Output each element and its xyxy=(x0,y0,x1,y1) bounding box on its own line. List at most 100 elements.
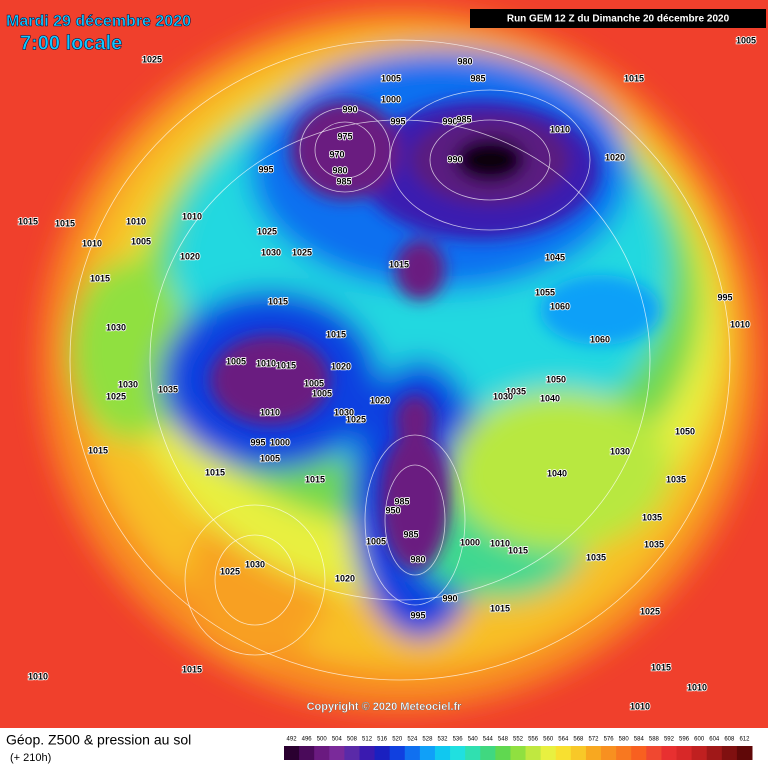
legend-swatch xyxy=(585,746,602,760)
isobar-label: 1025 xyxy=(142,54,162,64)
legend-label: 516 xyxy=(377,737,388,743)
legend-swatch xyxy=(344,746,360,760)
isobar-label: 1010 xyxy=(256,358,276,368)
legend-label: 528 xyxy=(422,737,433,743)
isobar-label: 1020 xyxy=(605,152,625,162)
isobar-label: 1015 xyxy=(389,259,409,269)
isobar-label: 985 xyxy=(336,176,351,186)
isobar-label: 1005 xyxy=(736,35,756,45)
isobar-label: 995 xyxy=(717,292,732,302)
legend-label: 584 xyxy=(634,737,645,743)
isobar-label: 1015 xyxy=(182,664,202,674)
isobar-label: 1010 xyxy=(126,216,146,226)
isobar-label: 1025 xyxy=(220,566,240,576)
legend-label: 520 xyxy=(392,737,403,743)
legend-label: 592 xyxy=(664,737,675,743)
isobar-label: 1000 xyxy=(270,437,290,447)
legend-swatch xyxy=(510,746,527,760)
legend-swatch xyxy=(706,746,723,760)
isobar-label: 1025 xyxy=(257,226,277,236)
legend-label: 504 xyxy=(332,737,343,743)
isobar-label: 1015 xyxy=(18,216,38,226)
isobar-label: 1015 xyxy=(276,360,296,370)
isobar-label: 1030 xyxy=(106,322,126,332)
isobar-label: 1035 xyxy=(586,552,606,562)
isobar-label: 1005 xyxy=(304,378,324,388)
isobar-label: 1010 xyxy=(550,124,570,134)
isobar-label: 995 xyxy=(390,116,405,126)
isobar-label: 1010 xyxy=(28,671,48,681)
legend-swatch xyxy=(480,746,496,760)
isobar-label: 995 xyxy=(258,164,273,174)
isobar-label: 1020 xyxy=(180,251,200,261)
isobar-label: 950 xyxy=(385,505,400,515)
field xyxy=(0,0,768,728)
isobar-label: 990 xyxy=(442,116,457,126)
legend-swatch xyxy=(359,746,376,760)
isobar-label: 1020 xyxy=(335,573,355,583)
legend-swatch xyxy=(389,746,406,760)
isobar-label: 1025 xyxy=(106,391,126,401)
isobar-label: 1015 xyxy=(490,603,510,613)
isobar-label: 980 xyxy=(332,165,347,175)
isobar-label: 1030 xyxy=(118,379,138,389)
isobar-label: 1025 xyxy=(346,414,366,424)
legend-swatch xyxy=(450,746,466,760)
legend-label: 564 xyxy=(558,737,569,743)
isobar-label: 1015 xyxy=(268,296,288,306)
isobar-label: 1015 xyxy=(624,73,644,83)
legend-label: 524 xyxy=(407,737,418,743)
isobar-label: 990 xyxy=(442,593,457,603)
isobar-label: 1025 xyxy=(640,606,660,616)
isobar-label: 1005 xyxy=(260,453,280,463)
legend-swatch xyxy=(495,746,511,760)
isobar-label: 1005 xyxy=(226,356,246,366)
legend-swatch xyxy=(465,746,481,760)
isobar-label: 1025 xyxy=(292,247,312,257)
legend-swatch xyxy=(555,746,572,760)
isobar-label: 985 xyxy=(403,529,418,539)
legend-swatch xyxy=(404,746,421,760)
legend-swatch xyxy=(570,746,587,760)
isobar-label: 1005 xyxy=(366,536,386,546)
isobar-label: 1035 xyxy=(642,512,662,522)
isobar-label: 1015 xyxy=(55,218,75,228)
isobar-label: 1005 xyxy=(381,73,401,83)
isobar-label: 990 xyxy=(342,104,357,114)
isobar-label: 1010 xyxy=(260,407,280,417)
isobar-label: 1035 xyxy=(506,386,526,396)
isobar-label: 1030 xyxy=(261,247,281,257)
isobar-label: 1040 xyxy=(540,393,560,403)
legend-label: 612 xyxy=(739,737,750,743)
isobar-label: 1015 xyxy=(326,329,346,339)
footer-lead: (+ 210h) xyxy=(10,752,51,764)
isobar-label: 1015 xyxy=(90,273,110,283)
isobar-labels: 1025995990975970980985100510009959809859… xyxy=(17,35,757,713)
isobar-label: 985 xyxy=(394,496,409,506)
legend-label: 600 xyxy=(694,737,705,743)
legend-swatch xyxy=(691,746,708,760)
isobar-label: 1060 xyxy=(590,334,610,344)
isobar-label: 1015 xyxy=(508,545,528,555)
legend-swatch xyxy=(661,746,678,760)
legend-swatch xyxy=(525,746,542,760)
isobar-label: 1015 xyxy=(88,445,108,455)
legend-swatch xyxy=(434,746,451,760)
legend-label: 556 xyxy=(528,737,539,743)
legend: 492 496 500 504 508 512 516 520 524 528 532 536 540 5… xyxy=(284,737,753,760)
isobar-label: 1010 xyxy=(730,319,750,329)
legend-swatch xyxy=(314,746,330,760)
legend-label: 544 xyxy=(483,737,494,743)
legend-label: 608 xyxy=(724,737,735,743)
legend-swatch xyxy=(646,746,662,760)
isobar-label: 1030 xyxy=(493,391,513,401)
legend-label: 588 xyxy=(649,737,660,743)
isobar-label: 975 xyxy=(337,131,352,141)
isobar-label: 1015 xyxy=(205,467,225,477)
isobar-label: 1050 xyxy=(546,374,566,384)
legend-label: 568 xyxy=(573,737,584,743)
legend-label: 500 xyxy=(317,737,328,743)
isobar-label: 995 xyxy=(250,437,265,447)
isobar-label: 1035 xyxy=(666,474,686,484)
